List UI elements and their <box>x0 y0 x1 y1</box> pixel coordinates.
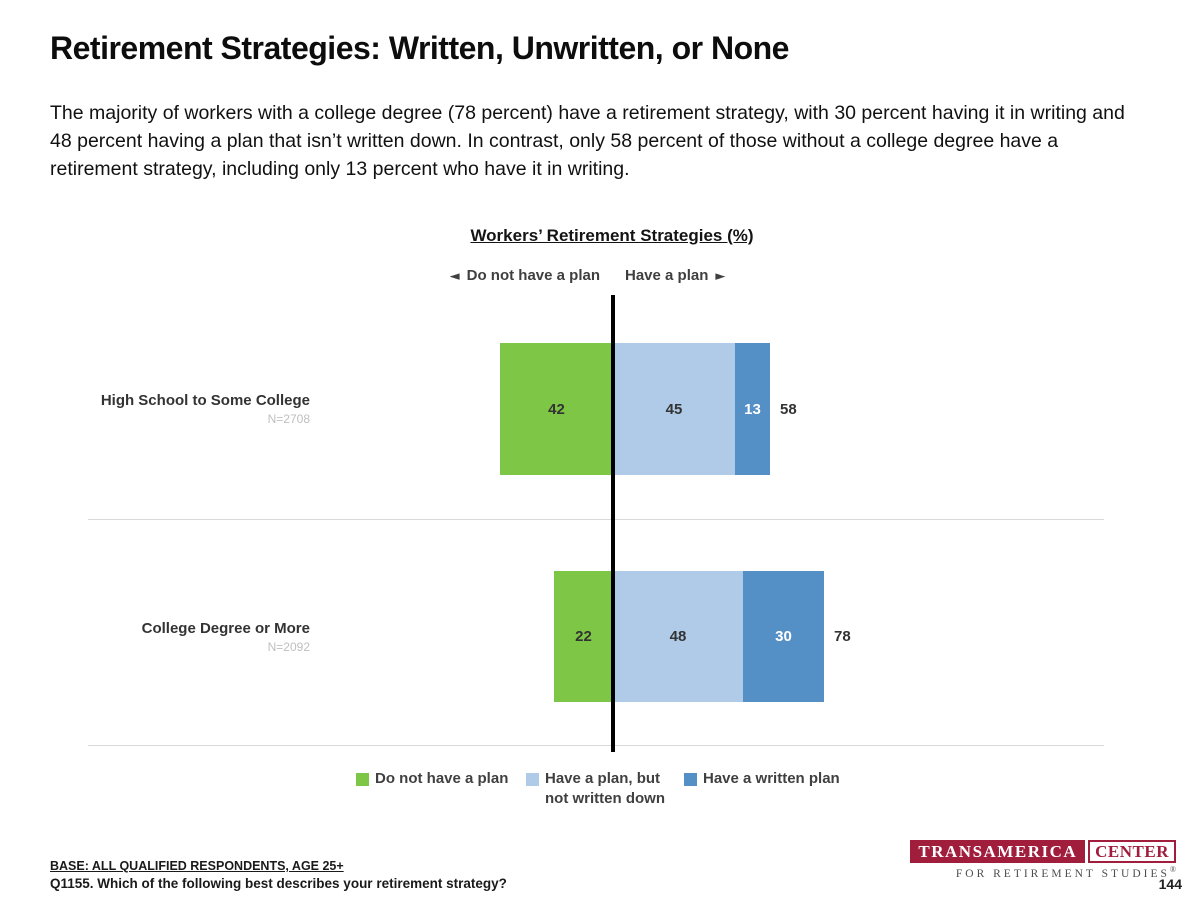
row-divider <box>88 519 1104 520</box>
page-number: 144 <box>1158 876 1182 892</box>
bar-group-college-degree: 22 48 30 78 <box>0 571 1200 702</box>
logo-tagline: FOR RETIREMENT STUDIES® <box>910 865 1176 880</box>
bar-value: 48 <box>669 628 687 645</box>
question-note: Q1155. Which of the following best descr… <box>50 876 507 891</box>
bar-value: 45 <box>665 400 683 418</box>
summary-text: The majority of workers with a college d… <box>50 102 1125 180</box>
logo-tagline-text: FOR RETIREMENT STUDIES <box>955 867 1170 880</box>
axis-direction-left-label: Do not have a plan <box>466 267 600 284</box>
row-divider <box>88 745 1104 746</box>
bar-value: 42 <box>548 400 565 418</box>
bar-value: 13 <box>744 400 761 418</box>
legend-item-no-plan: Do not have a plan <box>356 769 508 789</box>
legend-item-unwritten-plan: Have a plan, but not written down <box>526 769 665 809</box>
logo-transamerica: TRANSAMERICA <box>910 840 1086 863</box>
page-title: Retirement Strategies: Written, Unwritte… <box>50 30 789 66</box>
category-sample-size: N=2708 <box>267 412 310 426</box>
category-sample-size: N=2092 <box>267 640 310 654</box>
left-arrow-icon: ◄ <box>449 269 460 284</box>
axis-line <box>611 295 615 752</box>
base-note: BASE: ALL QUALIFIED RESPONDENTS, AGE 25+ <box>50 859 344 873</box>
legend-swatch-green <box>356 773 369 786</box>
category-name: High School to Some College <box>100 392 310 409</box>
bar-unwritten-plan-segment: 48 <box>613 571 743 702</box>
total-label: 78 <box>834 628 851 645</box>
legend-swatch-light-blue <box>526 773 539 786</box>
axis-direction-right: Have a plan ► <box>625 267 725 284</box>
bar-right-group: 48 30 78 <box>613 571 851 702</box>
legend-item-written-plan: Have a written plan <box>684 769 840 789</box>
axis-direction-right-label: Have a plan <box>625 267 709 284</box>
category-label-college-degree: College Degree or More N=2092 <box>0 619 310 656</box>
logo-wordmark: TRANSAMERICA CENTER <box>910 840 1176 863</box>
registered-mark-icon: ® <box>1169 865 1176 874</box>
transamerica-logo: TRANSAMERICA CENTER FOR RETIREMENT STUDI… <box>910 840 1176 880</box>
axis-direction-left: ◄ Do not have a plan <box>450 267 600 284</box>
category-label-high-school: High School to Some College N=2708 <box>0 391 310 428</box>
legend-label: Have a written plan <box>703 770 840 787</box>
right-arrow-icon: ► <box>715 269 726 284</box>
bar-value: 30 <box>775 628 792 645</box>
legend-label: Have a plan, but not written down <box>545 770 665 807</box>
legend-label: Do not have a plan <box>375 770 509 787</box>
total-label: 58 <box>780 400 797 418</box>
bar-unwritten-plan-segment: 45 <box>613 343 735 475</box>
logo-center: CENTER <box>1088 840 1176 863</box>
bar-right-group: 45 13 58 <box>613 343 797 475</box>
legend-swatch-dark-blue <box>684 773 697 786</box>
bar-value: 22 <box>575 628 592 645</box>
bar-no-plan-segment: 42 <box>500 343 613 475</box>
bar-written-plan-segment: 13 <box>735 343 770 475</box>
bar-no-plan-segment: 22 <box>554 571 613 702</box>
bar-group-high-school: 42 45 13 58 <box>0 343 1200 475</box>
bar-written-plan-segment: 30 <box>743 571 824 702</box>
chart-title: Workers’ Retirement Strategies (%) <box>470 226 754 245</box>
category-name: College Degree or More <box>141 620 310 637</box>
